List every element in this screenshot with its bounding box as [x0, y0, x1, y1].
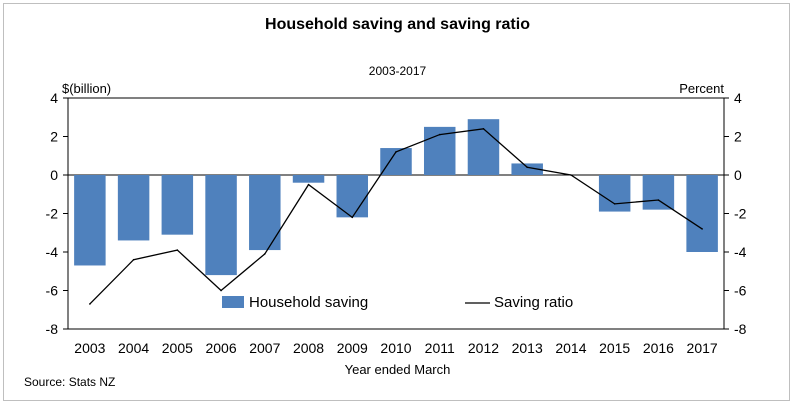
y-tick-label-right: -6 [734, 283, 747, 299]
x-tick-label: 2013 [512, 340, 543, 356]
chart-frame [3, 3, 790, 401]
x-tick-label: 2010 [380, 340, 411, 356]
point-saving-ratio [395, 151, 397, 153]
bar-household-saving [642, 175, 675, 210]
x-tick-label: 2009 [337, 340, 368, 356]
point-saving-ratio [613, 203, 616, 205]
x-tick-label: 2004 [118, 340, 149, 356]
point-saving-ratio [89, 303, 91, 305]
y-axis-left-label: $(billion) [62, 81, 112, 96]
point-saving-ratio [482, 128, 485, 130]
y-axis-right-label: Percent [679, 81, 724, 96]
x-tick-label: 2015 [599, 340, 630, 356]
bar-household-saving [74, 175, 106, 266]
y-tick-label-left: -8 [46, 321, 59, 337]
bar-household-saving [117, 175, 150, 241]
chart-title: Household saving and saving ratio [265, 16, 530, 33]
bar-household-saving [161, 175, 194, 235]
bar-household-saving [598, 175, 631, 212]
x-tick-label: 2003 [74, 340, 105, 356]
x-tick-label: 2012 [468, 340, 499, 356]
point-saving-ratio [307, 183, 310, 186]
legend-label-saving-ratio: Saving ratio [494, 294, 573, 311]
bar-household-saving [686, 175, 718, 252]
point-saving-ratio [132, 258, 135, 261]
point-saving-ratio [701, 228, 703, 230]
source-note: Source: Stats NZ [24, 375, 116, 389]
x-tick-label: 2006 [205, 340, 236, 356]
y-tick-label-left: 0 [50, 167, 58, 183]
x-tick-label: 2014 [555, 340, 586, 356]
bar-household-saving [205, 175, 237, 276]
x-tick-label: 2017 [687, 340, 718, 356]
bar-household-saving [511, 163, 543, 175]
point-saving-ratio [657, 199, 660, 201]
y-tick-label-left: -6 [46, 283, 59, 299]
x-tick-label: 2005 [162, 340, 193, 356]
y-tick-label-left: -2 [46, 206, 59, 222]
y-tick-label-right: 2 [734, 129, 742, 145]
y-tick-label-left: 2 [50, 129, 58, 145]
legend-swatch-household-saving [222, 296, 244, 308]
y-tick-label-left: -4 [46, 244, 59, 260]
y-tick-label-right: -4 [734, 244, 747, 260]
point-saving-ratio [526, 166, 528, 169]
y-tick-label-right: -8 [734, 321, 747, 337]
point-saving-ratio [264, 253, 266, 255]
x-tick-label: 2011 [425, 340, 455, 356]
x-tick-label: 2007 [249, 340, 280, 356]
legend-label-household-saving: Household saving [249, 294, 368, 311]
y-tick-label-right: 0 [734, 167, 742, 183]
bar-household-saving [292, 175, 325, 183]
x-tick-label: 2016 [643, 340, 674, 356]
point-saving-ratio [438, 133, 441, 136]
point-saving-ratio [570, 174, 572, 176]
bar-household-saving [249, 175, 281, 251]
bar-household-saving [467, 119, 500, 175]
point-saving-ratio [220, 289, 222, 292]
bar-household-saving [336, 175, 369, 218]
y-tick-label-left: 4 [50, 90, 58, 106]
point-saving-ratio [351, 216, 354, 219]
y-tick-label-right: 4 [734, 90, 742, 106]
y-tick-label-right: -2 [734, 206, 747, 222]
point-saving-ratio [176, 249, 179, 251]
chart-subtitle: 2003-2017 [368, 64, 427, 78]
x-tick-label: 2008 [293, 340, 324, 356]
x-axis-label: Year ended March [344, 362, 451, 377]
